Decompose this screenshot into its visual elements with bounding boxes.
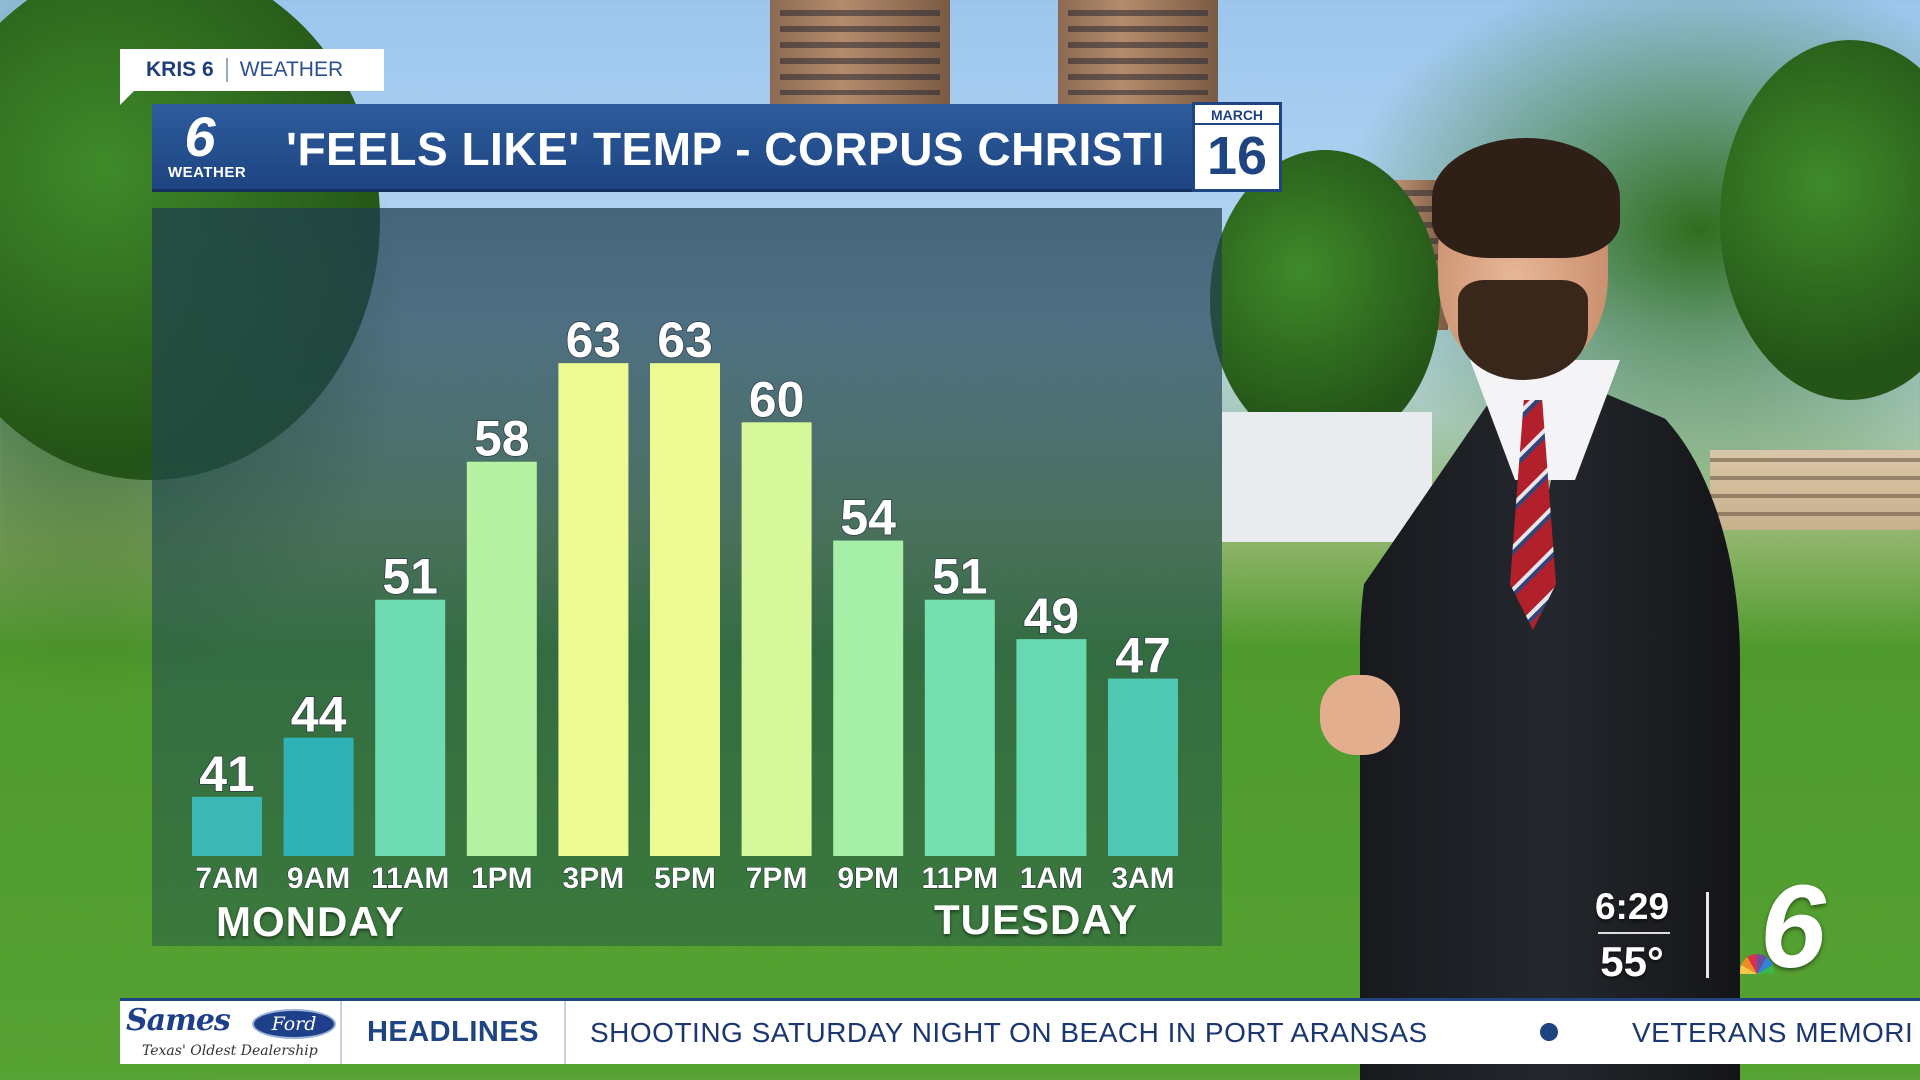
- peacock-icon: [1740, 954, 1774, 974]
- station-tab-separator: [225, 58, 228, 82]
- sponsor-tagline: Texas' Oldest Dealership: [142, 1043, 318, 1059]
- ticker-sponsor: Sames Ford Texas' Oldest Dealership: [120, 1001, 342, 1064]
- bar-value-9am: 44: [291, 687, 347, 743]
- presenter: [1320, 130, 1740, 1080]
- x-tick-9pm: 9PM: [837, 862, 899, 895]
- bug-divider: [1706, 892, 1709, 978]
- bug-rule: [1598, 932, 1670, 934]
- presenter-hand: [1320, 675, 1400, 755]
- bar-11am: [375, 599, 446, 856]
- x-tick-5pm: 5PM: [654, 862, 716, 895]
- ticker-separator-dot: [1540, 1023, 1558, 1041]
- presenter-suit: [1360, 380, 1740, 1080]
- station-tab-tip: [120, 91, 134, 105]
- news-ticker: Sames Ford Texas' Oldest Dealership HEAD…: [120, 998, 1920, 1064]
- date-day: 16: [1206, 126, 1268, 186]
- station-section: WEATHER: [239, 58, 344, 81]
- bar-11pm: [924, 599, 995, 856]
- background-building-left: [770, 0, 950, 105]
- ticker-category: HEADLINES: [342, 1001, 566, 1064]
- bar-value-1am: 49: [1024, 588, 1080, 644]
- ticker-headline-next: VETERANS MEMORI: [1632, 1016, 1914, 1048]
- background-pavilion: [1222, 412, 1432, 542]
- bar-value-9pm: 54: [840, 490, 896, 546]
- header-bar: 6 WEATHER 'FEELS LIKE' TEMP - CORPUS CHR…: [152, 104, 1192, 192]
- feels-like-bar-chart: 41 7AM 44 9AM 51 11AM 58 1PM 63 3PM 63 5PM 60 7PM 54 9P…: [192, 311, 1178, 896]
- presenter-hair: [1432, 138, 1620, 258]
- x-tick-7pm: 7PM: [746, 862, 808, 895]
- bar-7pm: [741, 422, 812, 856]
- x-tick-1pm: 1PM: [471, 862, 533, 895]
- bar-7am: [192, 796, 262, 856]
- x-tick-11pm: 11PM: [921, 862, 998, 895]
- kris6-logo-number: 6: [184, 105, 216, 168]
- background-tree-right: [1720, 40, 1920, 400]
- day-label-monday: MONDAY: [216, 898, 405, 945]
- background-tree-mid: [1210, 150, 1440, 450]
- x-tick-7am: 7AM: [195, 862, 258, 895]
- sponsor-brand: Ford: [252, 1009, 336, 1039]
- bar-value-1pm: 58: [474, 411, 530, 467]
- ticker-headline: SHOOTING SATURDAY NIGHT ON BEACH IN PORT…: [590, 1016, 1428, 1048]
- current-time: 6:29: [1594, 886, 1670, 927]
- bar-1pm: [466, 461, 537, 856]
- x-tick-9am: 9AM: [287, 862, 350, 895]
- bar-value-11am: 51: [382, 549, 438, 605]
- bar-3am: [1108, 678, 1178, 856]
- kris6-logo-icon: 6 WEATHER: [168, 105, 247, 182]
- bar-value-7pm: 60: [749, 371, 805, 427]
- date-box: MARCH 16: [1192, 102, 1282, 192]
- sponsor-name: Sames: [126, 1003, 231, 1038]
- current-temperature: 55°: [1600, 938, 1664, 985]
- kris6-logo-label: WEATHER: [168, 164, 247, 181]
- chart-panel: 41 7AM 44 9AM 51 11AM 58 1PM 63 3PM 63 5PM 60 7PM 54 9P…: [152, 208, 1222, 946]
- date-month: MARCH: [1195, 105, 1279, 125]
- bar-value-5pm: 63: [657, 312, 713, 368]
- bar-3pm: [558, 363, 629, 856]
- bar-9pm: [833, 540, 904, 856]
- nbc6-logo-icon: 6: [1740, 862, 1850, 992]
- bar-1am: [1016, 639, 1087, 856]
- background-parking-garage: [1710, 450, 1920, 530]
- bar-5pm: [650, 363, 720, 856]
- x-tick-11am: 11AM: [371, 862, 449, 895]
- bar-9am: [283, 737, 354, 856]
- bar-value-3am: 47: [1115, 628, 1171, 684]
- station-tab: KRIS 6 WEATHER: [120, 49, 384, 91]
- station-name: KRIS 6: [146, 58, 214, 81]
- x-tick-3am: 3AM: [1111, 862, 1174, 895]
- background-building-right: [1058, 0, 1218, 105]
- page-title: 'FEELS LIKE' TEMP - CORPUS CHRISTI: [286, 123, 1165, 175]
- x-tick-1am: 1AM: [1020, 862, 1083, 895]
- presenter-beard: [1458, 280, 1588, 380]
- bar-value-11pm: 51: [932, 549, 988, 605]
- x-tick-3pm: 3PM: [563, 862, 625, 895]
- bar-value-7am: 41: [199, 746, 255, 802]
- bar-value-3pm: 63: [566, 312, 622, 368]
- day-label-tuesday: TUESDAY: [934, 896, 1138, 943]
